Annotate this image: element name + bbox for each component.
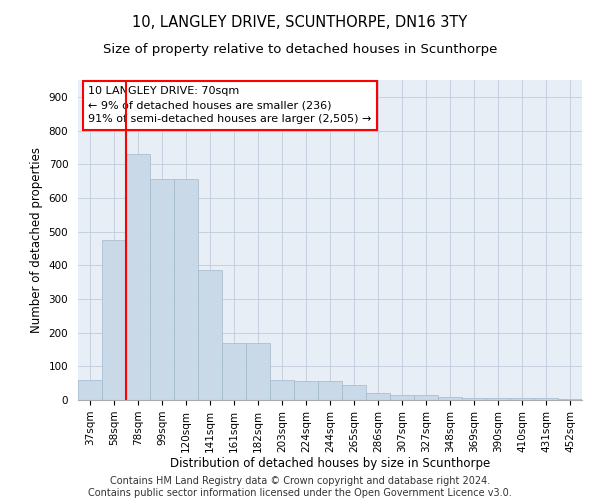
Bar [510,398,534,400]
Bar [366,394,390,400]
Bar [342,385,366,400]
X-axis label: Distribution of detached houses by size in Scunthorpe: Distribution of detached houses by size … [170,458,490,470]
Bar [486,398,510,400]
Y-axis label: Number of detached properties: Number of detached properties [30,147,43,333]
Text: Size of property relative to detached houses in Scunthorpe: Size of property relative to detached ho… [103,42,497,56]
Bar [318,382,342,400]
Bar [414,395,438,400]
Bar [198,270,222,400]
Bar [294,382,318,400]
Bar [126,154,150,400]
Bar [438,398,462,400]
Bar [174,180,198,400]
Bar [102,240,126,400]
Bar [246,342,270,400]
Bar [270,380,294,400]
Text: Contains HM Land Registry data © Crown copyright and database right 2024.
Contai: Contains HM Land Registry data © Crown c… [88,476,512,498]
Bar [462,398,486,400]
Bar [150,180,174,400]
Bar [222,342,246,400]
Bar [534,398,558,400]
Bar [390,395,414,400]
Bar [78,380,102,400]
Text: 10 LANGLEY DRIVE: 70sqm
← 9% of detached houses are smaller (236)
91% of semi-de: 10 LANGLEY DRIVE: 70sqm ← 9% of detached… [88,86,371,124]
Text: 10, LANGLEY DRIVE, SCUNTHORPE, DN16 3TY: 10, LANGLEY DRIVE, SCUNTHORPE, DN16 3TY [133,15,467,30]
Bar [558,399,582,400]
